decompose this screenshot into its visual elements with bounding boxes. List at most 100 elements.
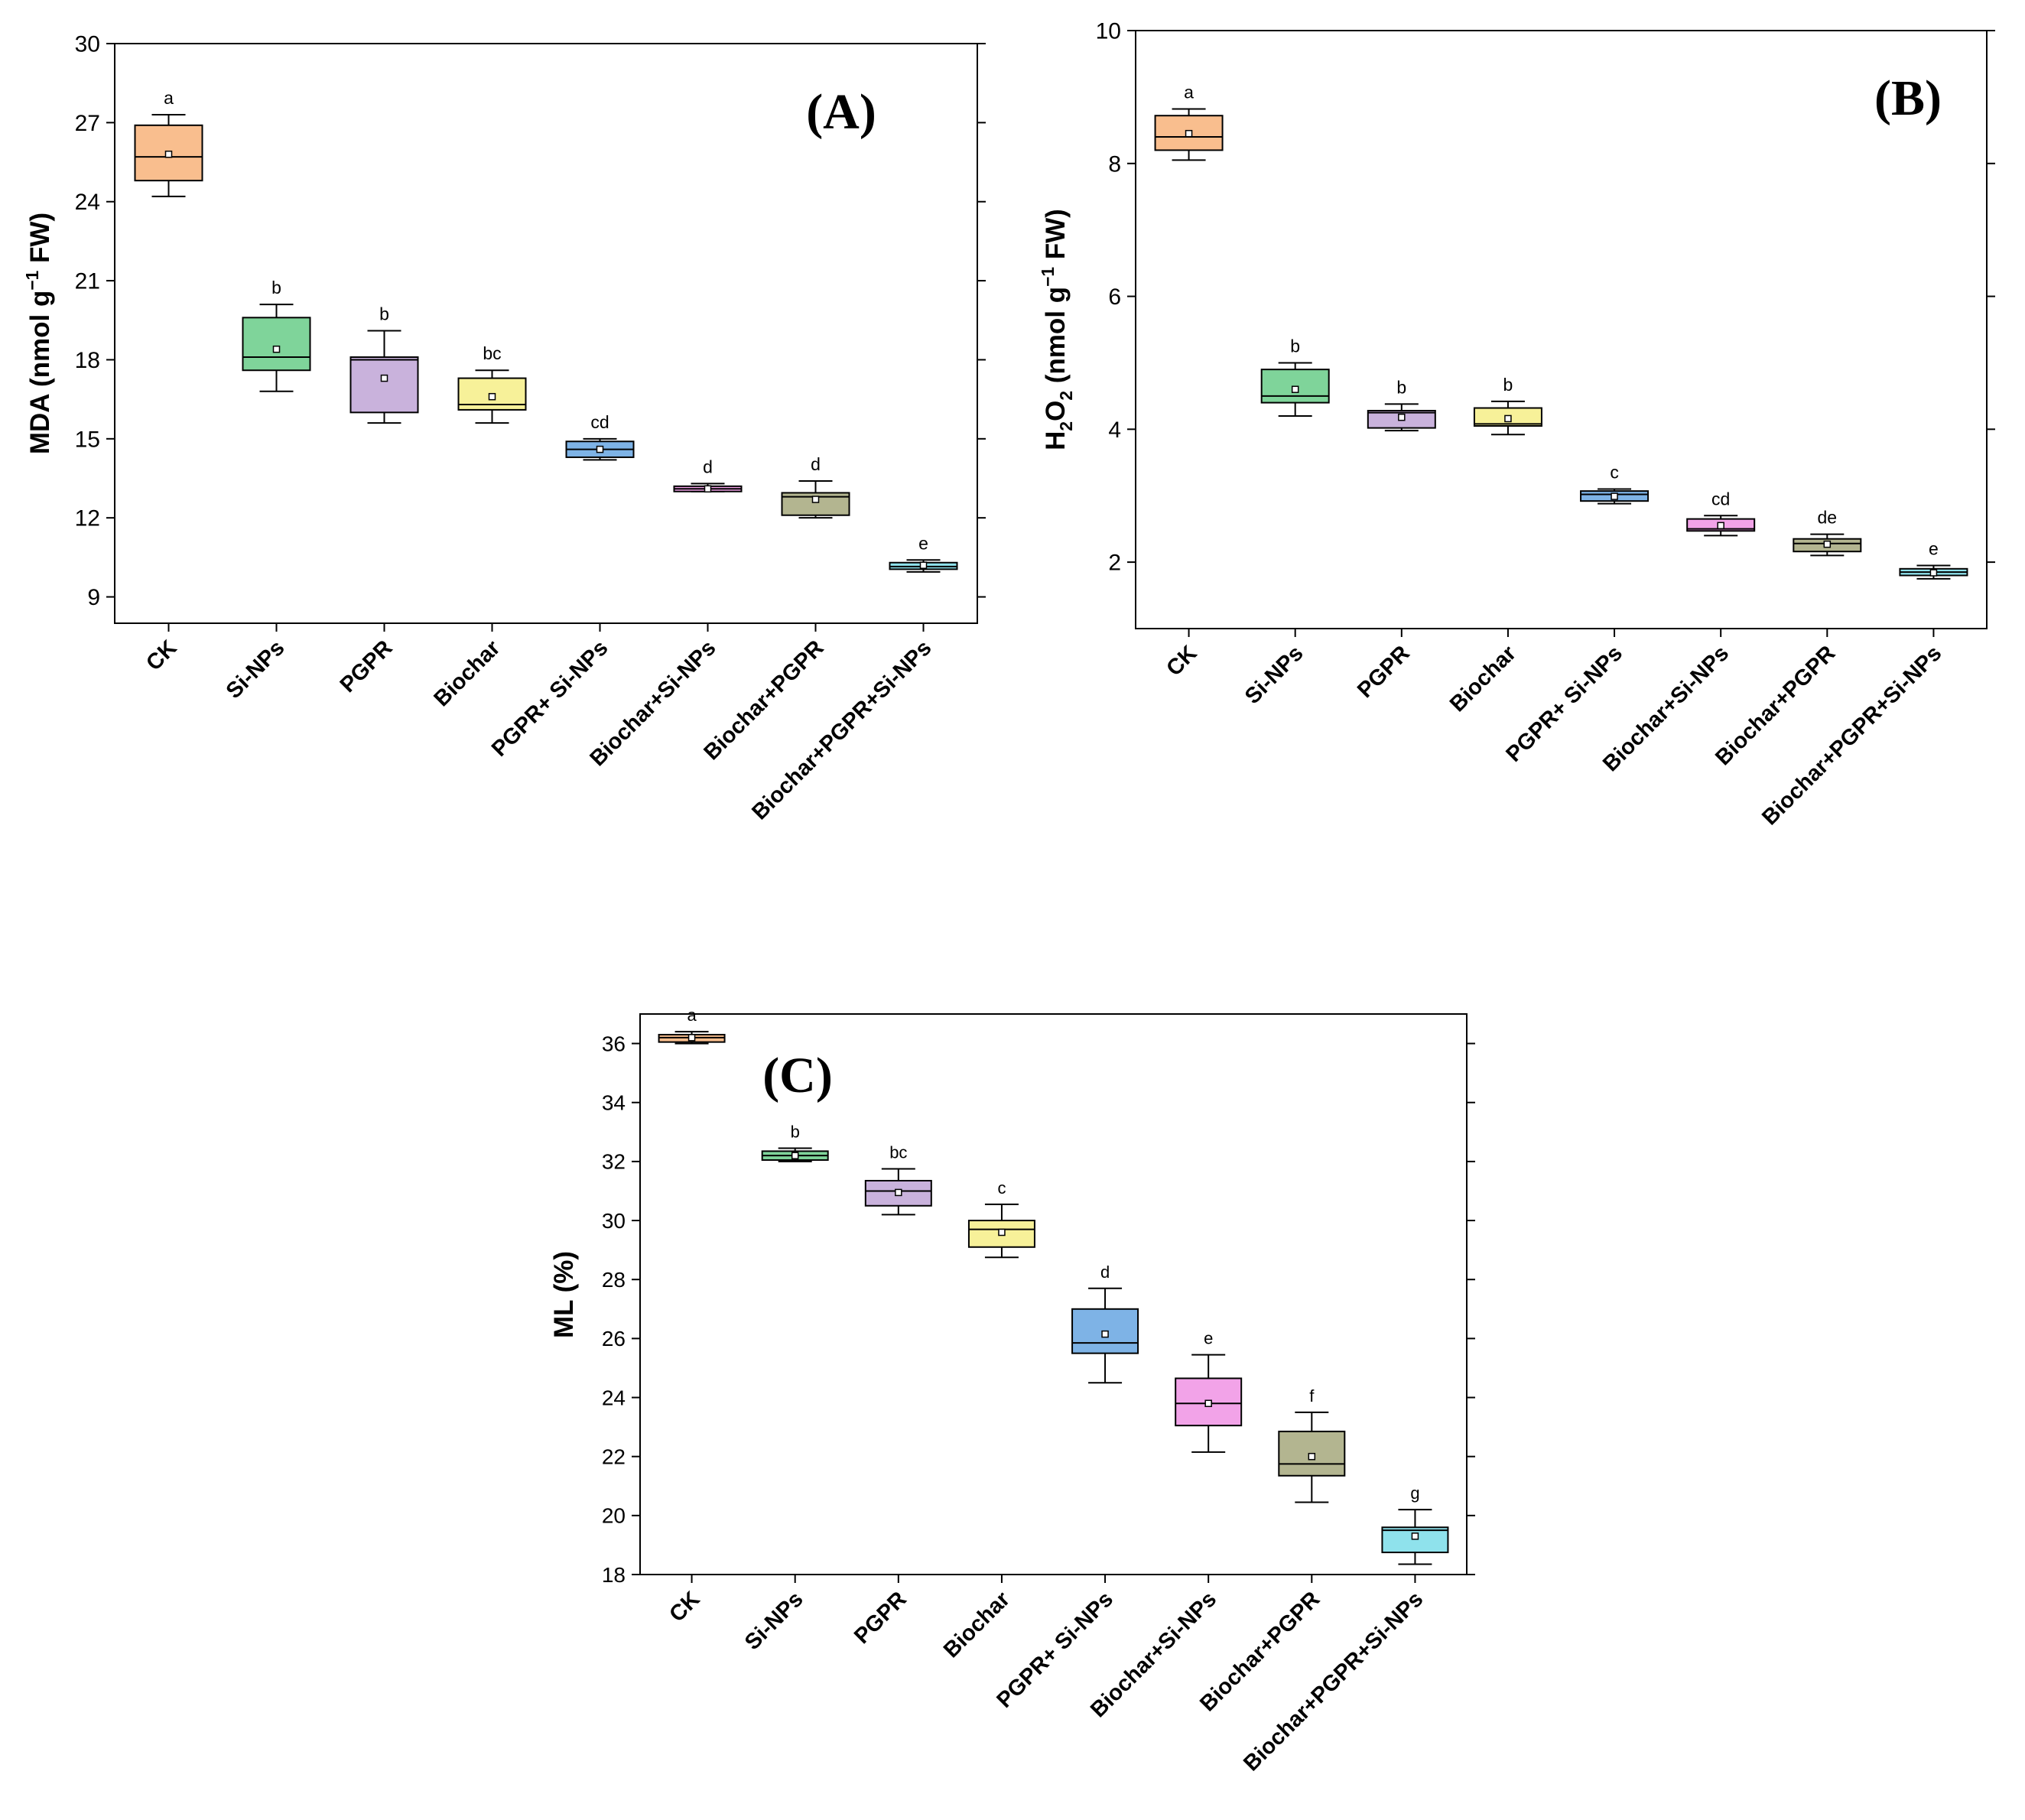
x-category-label: Biochar — [429, 635, 505, 711]
x-category-label: Biochar+PGPR+Si-NPs — [1757, 641, 1946, 830]
y-tick-label: 10 — [1096, 19, 1121, 44]
x-category-label: PGPR — [1353, 641, 1415, 703]
x-category-label: Si-NPs — [222, 635, 290, 704]
plot-frame — [639, 1013, 1468, 1575]
box-1: a — [658, 1006, 726, 1045]
significance-letter: de — [1818, 508, 1838, 528]
significance-letter: a — [1184, 83, 1194, 102]
box-6: d — [673, 457, 743, 493]
y-tick-label: 36 — [602, 1032, 626, 1055]
significance-letter: f — [1309, 1386, 1315, 1406]
y-tick-label: 24 — [602, 1386, 626, 1409]
mean-marker — [998, 1228, 1006, 1237]
y-tick-label: 27 — [75, 111, 100, 136]
y-tick-label: 34 — [602, 1091, 626, 1115]
panel-label: (B) — [1874, 70, 1942, 126]
x-category-label: CK — [665, 1587, 704, 1627]
y-axis-label: MDA (nmol g−1 FW) — [22, 213, 55, 454]
y-tick-label: 15 — [75, 427, 100, 452]
y-tick-label: 18 — [602, 1563, 626, 1587]
x-category-label: CK — [1162, 641, 1201, 681]
box-5: c — [1580, 463, 1650, 505]
significance-letter: a — [164, 88, 174, 108]
box-1: a — [1154, 83, 1224, 161]
y-axis-label-part: FW) — [1041, 209, 1071, 267]
significance-letter: cd — [1711, 489, 1730, 509]
box-2: b — [761, 1123, 829, 1162]
y-tick-label: 30 — [75, 32, 100, 57]
mean-marker — [488, 392, 496, 401]
x-category-label: PGPR — [850, 1587, 912, 1649]
box-1: a — [134, 88, 203, 197]
y-tick-label: 4 — [1108, 418, 1121, 443]
y-tick-label: 28 — [602, 1268, 626, 1292]
significance-letter: b — [379, 304, 389, 324]
x-category-label: Biochar+PGPR+Si-NPs — [1239, 1587, 1428, 1776]
y-tick-label: 22 — [602, 1445, 626, 1468]
significance-letter: d — [703, 457, 713, 476]
y-tick-label: 18 — [75, 348, 100, 373]
box-2: b — [1260, 336, 1330, 417]
y-tick-label: 6 — [1108, 284, 1121, 310]
box-5: cd — [565, 412, 635, 461]
mean-marker — [1823, 540, 1832, 548]
x-category-label: CK — [141, 635, 181, 675]
y-axis-label-subscript: 2 — [1056, 421, 1076, 431]
box-4: b — [1473, 375, 1542, 436]
mean-marker — [1398, 413, 1406, 421]
box-2: b — [242, 278, 311, 392]
y-axis-label-part: (nmol g — [1041, 287, 1071, 391]
panel-label: (C) — [762, 1048, 833, 1103]
mean-marker — [895, 1188, 902, 1197]
mean-marker — [919, 561, 928, 569]
y-axis-label-part: MDA (nmol g — [25, 291, 55, 455]
panel-label: (A) — [806, 84, 876, 140]
x-category-label: Biochar+PGPR+Si-NPs — [747, 635, 936, 824]
y-axis-label: H2O2 (nmol g−1 FW) — [1038, 209, 1076, 450]
significance-letter: bc — [889, 1143, 907, 1162]
plot-frame — [114, 43, 978, 624]
y-axis-label-part: FW) — [25, 213, 55, 271]
x-category-label: Biochar — [1445, 641, 1521, 717]
box-iqr — [1381, 1526, 1449, 1554]
mean-marker — [687, 1034, 696, 1042]
significance-letter: c — [997, 1178, 1006, 1198]
y-tick-label: 20 — [602, 1504, 626, 1528]
box-7: d — [781, 454, 850, 519]
mean-marker — [1411, 1532, 1419, 1540]
mean-marker — [1929, 569, 1938, 577]
mean-marker — [704, 485, 712, 493]
significance-letter: bc — [483, 343, 501, 363]
y-tick-label: 12 — [75, 506, 100, 531]
box-8: g — [1381, 1484, 1449, 1565]
mean-marker — [272, 345, 281, 353]
mean-marker — [811, 496, 820, 503]
box-7: de — [1793, 508, 1862, 557]
box-6: e — [1175, 1329, 1243, 1453]
mean-marker — [596, 445, 604, 453]
significance-letter: e — [1929, 538, 1939, 558]
y-tick-label: 24 — [75, 190, 100, 215]
significance-letter: b — [791, 1123, 800, 1142]
box-iqr — [349, 356, 419, 414]
y-tick-label: 8 — [1108, 151, 1121, 177]
mean-marker — [380, 374, 388, 382]
significance-letter: b — [1290, 336, 1300, 356]
mean-marker — [1308, 1452, 1316, 1461]
mean-marker — [1204, 1399, 1212, 1407]
y-tick-label: 2 — [1108, 551, 1121, 576]
y-tick-label: 9 — [87, 585, 100, 610]
box-4: bc — [457, 343, 527, 424]
box-iqr — [242, 317, 311, 372]
mean-marker — [164, 150, 173, 158]
significance-letter: b — [1396, 377, 1406, 397]
box-6: cd — [1686, 489, 1756, 537]
box-3: bc — [864, 1143, 932, 1216]
box-4: c — [967, 1178, 1035, 1259]
y-axis-label: ML (%) — [549, 1251, 579, 1338]
box-8: e — [889, 533, 958, 573]
mean-marker — [1504, 414, 1512, 423]
